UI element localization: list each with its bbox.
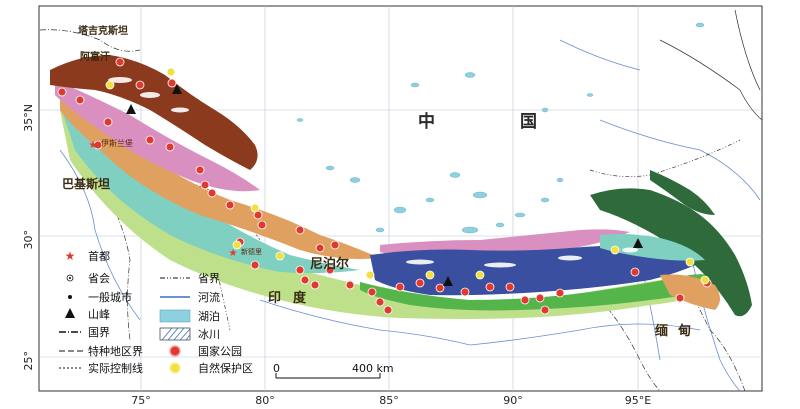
national-park-markers [57,57,712,315]
legend-capital-icon: ★ [65,249,76,263]
legend-national-park-label: 国家公园 [198,344,242,358]
longitude-ticks: 75° 80° 85° 90° 95°E [131,394,651,407]
capital-label-islamabad: 伊斯兰堡 [101,138,133,148]
country-label-india-2: 度 [293,290,307,306]
legend: ★ 首都 省会 一般城市 山峰 国界 特种地区界 实际控制线 省界 河流 湖泊 [59,249,253,375]
legend-national-border-label: 国界 [88,326,110,339]
legend-lake-label: 湖泊 [198,310,220,323]
lon-tick-80: 80° [255,394,275,407]
latitude-ticks: 35°N 30° 25° [22,104,35,371]
legend-nature-reserve-icon [169,362,181,374]
lon-tick-75: 75° [131,394,151,407]
lon-tick-85: 85° [379,394,399,407]
capital-markers: ★ ★ [89,140,238,259]
country-label-myanmar-1: 缅 [655,323,668,339]
legend-peak-icon [65,308,75,318]
legend-national-park-icon [169,345,181,357]
legend-special-region-border-label: 特种地区界 [88,344,143,358]
lat-tick-30: 30° [22,230,35,250]
legend-peak-label: 山峰 [88,308,110,321]
legend-river-label: 河流 [198,290,220,304]
himalaya-zones [50,55,752,319]
svg-text:★: ★ [89,140,98,151]
legend-city-label: 一般城市 [88,290,132,304]
legend-glacier-icon [159,327,191,341]
scale-label-zero: 0 [273,362,280,375]
lat-tick-25: 25° [22,351,35,371]
country-label-india-1: 印 [268,291,281,306]
country-label-pakistan: 巴基斯坦 [62,176,110,191]
legend-glacier-label: 冰川 [198,328,220,341]
country-label-afghanistan: 阿富汗 [80,50,110,63]
scale-bar: 0 400 km [273,362,394,379]
lakes [296,22,705,234]
svg-text:★: ★ [229,248,238,259]
country-label-nepal: 尼泊尔 [310,256,349,272]
country-label-tajikistan: 塔吉克斯坦 [78,24,128,37]
legend-city-icon [68,295,72,299]
legend-provincial-capital-label: 省会 [88,272,110,285]
lon-tick-95e: 95°E [625,394,651,407]
legend-nature-reserve-label: 自然保护区 [198,361,253,375]
lon-tick-90: 90° [503,394,523,407]
legend-provincial-capital-icon [66,274,74,282]
peak-icons [126,84,643,286]
country-label-china-2: 国 [520,112,537,132]
lat-tick-35: 35°N [22,104,35,132]
country-label-myanmar-2: 甸 [677,323,691,339]
legend-capital-label: 首都 [88,249,110,263]
legend-line-of-control-label: 实际控制线 [88,361,143,375]
legend-provincial-border-label: 省界 [198,272,220,285]
legend-lake-icon [159,309,191,323]
nature-reserve-markers [105,67,710,285]
scale-label-max: 400 km [352,362,394,375]
capital-label-new-delhi: 新德里 [241,247,262,256]
country-label-china-1: 中 [418,111,435,132]
